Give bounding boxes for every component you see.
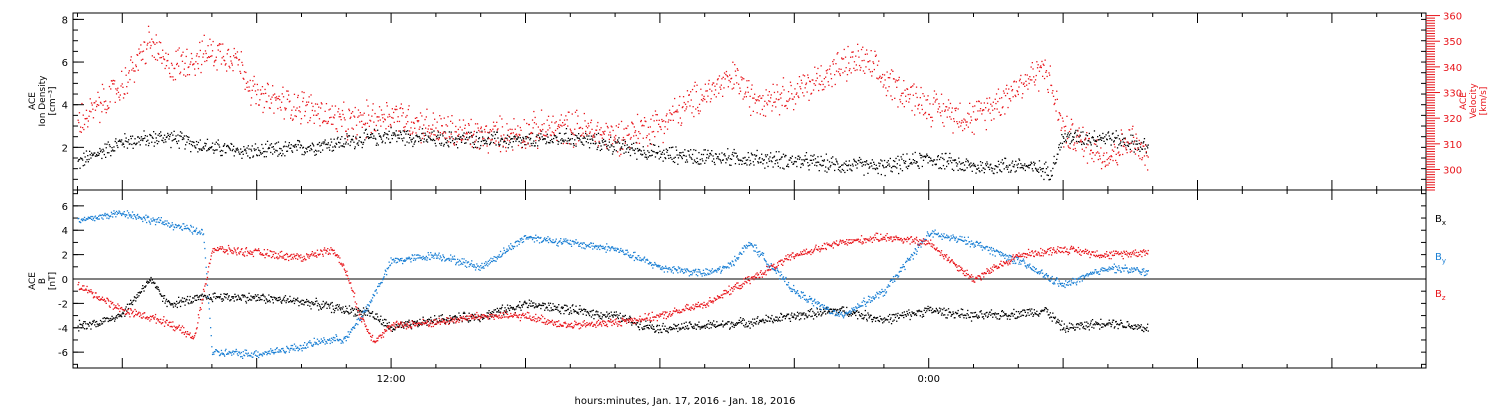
legend-entry-by: By [1435,252,1446,265]
x-axis-label: hours:minutes, Jan. 17, 2016 - Jan. 18, … [575,396,796,407]
by-points [77,210,1149,359]
y-tick-label: -4 [58,324,68,335]
x-tick-label: 0:00 [917,374,939,385]
right-tick-label: 300 [1443,165,1462,176]
right-tick-label: 350 [1443,37,1462,48]
right-tick-label: 330 [1443,89,1462,100]
right-tick-label: 310 [1443,140,1462,151]
svg-text:[km/s]: [km/s] [1479,87,1489,116]
y-tick-label: 2 [62,251,68,262]
velocity-points [77,25,1149,171]
svg-text:ACE: ACE [28,92,38,110]
svg-text:Velocity: Velocity [1469,83,1479,119]
ion-density-points [77,127,1149,181]
right-axis-ticks [1426,15,1440,191]
legend-entry-bx: Bx [1435,214,1446,227]
x-tick-label: 12:00 [377,374,406,385]
y-axis-label-right: ACE Velocity [km/s] [1459,83,1489,119]
y-axis-label: ACE B [nT] [28,272,58,290]
y-tick-label: 6 [62,58,68,69]
y-tick-label: 6 [62,202,68,213]
y-tick-label: 4 [62,226,68,237]
right-tick-label: 340 [1443,63,1462,74]
bz-points [77,232,1149,344]
svg-text:ACE: ACE [1459,92,1469,110]
y-tick-label: 2 [62,143,68,154]
y-tick-label: 8 [62,15,68,26]
x-axis-ticks [76,13,1423,190]
y-axis-ticks [73,18,1426,191]
y-tick-label: 0 [62,275,68,286]
y-tick-label: 4 [62,101,68,112]
right-tick-label: 360 [1443,12,1462,23]
y-tick-label: -6 [58,348,68,359]
y-tick-label: -2 [58,299,68,310]
svg-text:[cm⁻³]: [cm⁻³] [48,86,58,115]
x-axis-ticks [76,190,1423,368]
y-axis-label-left: ACE Ion Density [cm⁻³] [28,75,58,127]
svg-text:Ion Density: Ion Density [38,75,48,127]
right-tick-label: 320 [1443,114,1462,125]
legend-entry-bz: Bz [1435,289,1446,302]
panel-frame [72,12,1427,191]
magnetic-field-panel: 12:00 0:00 -6 -4 -2 0 2 4 6 ACE B [nT] Bx By Bz [28,189,1446,385]
bx-points [77,276,1149,334]
